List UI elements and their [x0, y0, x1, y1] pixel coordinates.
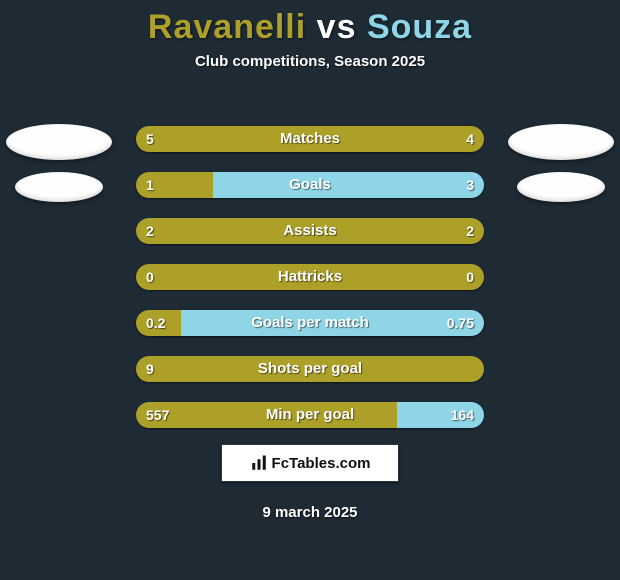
title-player2: Souza — [367, 8, 472, 46]
stat-row: Shots per goal9 — [136, 356, 484, 382]
stat-label: Matches — [136, 126, 484, 152]
player2-badges — [506, 118, 616, 214]
stat-label: Min per goal — [136, 402, 484, 428]
stat-label: Assists — [136, 218, 484, 244]
stat-value-left: 5 — [146, 126, 154, 152]
stat-value-right: 4 — [466, 126, 474, 152]
stat-value-right: 164 — [451, 402, 474, 428]
title-player1: Ravanelli — [148, 8, 306, 46]
stat-label: Shots per goal — [136, 356, 484, 382]
page-title: Ravanelli vs Souza — [0, 0, 620, 53]
stat-row: Assists2 2 — [136, 218, 484, 244]
stat-row: Goals per match0.2 0.75 — [136, 310, 484, 336]
stat-label: Goals per match — [136, 310, 484, 336]
player1-club-badge — [6, 124, 112, 160]
stat-value-left: 0 — [146, 264, 154, 290]
footer-date: 9 march 2025 — [0, 504, 620, 521]
stat-value-left: 2 — [146, 218, 154, 244]
stat-value-left: 0.2 — [146, 310, 165, 336]
site-label: FcTables.com — [272, 455, 371, 472]
stat-value-left: 9 — [146, 356, 154, 382]
comparison-chart: Matches5 4 Goals1 3 Assists2 2 Hattricks0 0 Goal… — [136, 126, 484, 448]
stat-value-right: 3 — [466, 172, 474, 198]
stat-value-left: 557 — [146, 402, 169, 428]
stat-row: Min per goal557 164 — [136, 402, 484, 428]
title-vs: vs — [317, 8, 357, 46]
stat-value-right: 0 — [466, 264, 474, 290]
bar-chart-icon — [250, 454, 268, 472]
player2-club-badge — [508, 124, 614, 160]
stat-value-left: 1 — [146, 172, 154, 198]
stat-value-right: 0.75 — [447, 310, 474, 336]
player1-nation-badge — [15, 172, 103, 202]
stat-row: Hattricks0 0 — [136, 264, 484, 290]
player2-nation-badge — [517, 172, 605, 202]
stat-label: Goals — [136, 172, 484, 198]
stat-row: Goals1 3 — [136, 172, 484, 198]
player1-badges — [4, 118, 114, 214]
stat-label: Hattricks — [136, 264, 484, 290]
subtitle: Club competitions, Season 2025 — [0, 53, 620, 70]
site-badge[interactable]: FcTables.com — [221, 444, 399, 482]
stat-value-right: 2 — [466, 218, 474, 244]
stat-row: Matches5 4 — [136, 126, 484, 152]
